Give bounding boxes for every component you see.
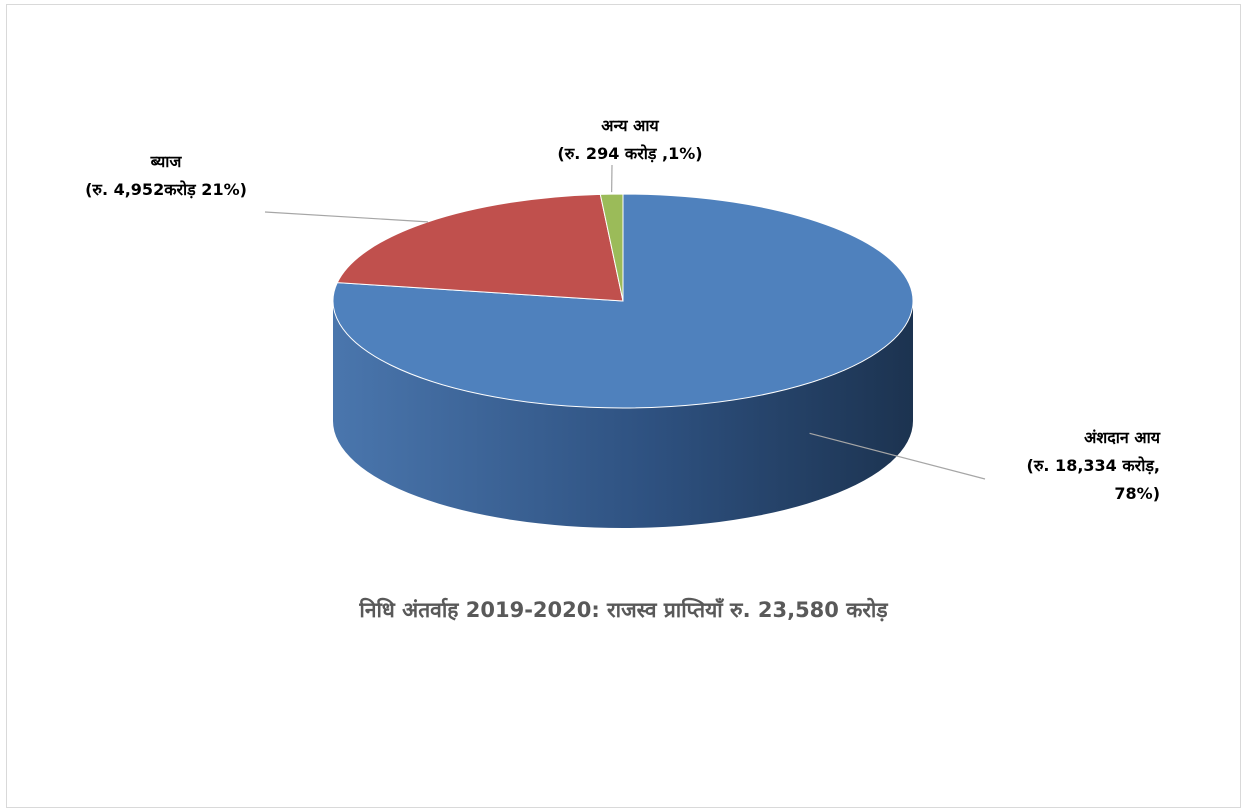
leader-line-interest <box>264 211 428 223</box>
slice-label-contribution-name: अंशदान आय <box>1084 428 1160 447</box>
slice-label-interest-name: ब्याज <box>150 152 182 171</box>
leader-line-contribution <box>809 432 986 480</box>
slice-label-contribution: अंशदान आय (रु. 18,334 करोड़, 78%) <box>960 424 1160 508</box>
pie-slice-other-income <box>599 193 624 302</box>
chart-title: निधि अंतर्वाह 2019-2020: राजस्व प्राप्ति… <box>359 598 888 622</box>
slice-label-other-income-value: (रु. 294 करोड़ ,1%) <box>557 144 703 163</box>
slice-label-other-income: अन्य आय (रु. 294 करोड़ ,1%) <box>520 112 740 168</box>
slice-label-interest-value: (रु. 4,952करोड़ 21%) <box>85 180 247 199</box>
slice-label-other-income-name: अन्य आय <box>601 116 659 135</box>
slice-label-interest: ब्याज (रु. 4,952करोड़ 21%) <box>46 148 286 204</box>
pie-slice-interest <box>336 193 624 302</box>
slice-label-contribution-value: (रु. 18,334 करोड़, <box>1026 456 1160 475</box>
slice-label-contribution-percent: 78%) <box>1114 484 1160 503</box>
pie-side-wall <box>333 301 913 528</box>
